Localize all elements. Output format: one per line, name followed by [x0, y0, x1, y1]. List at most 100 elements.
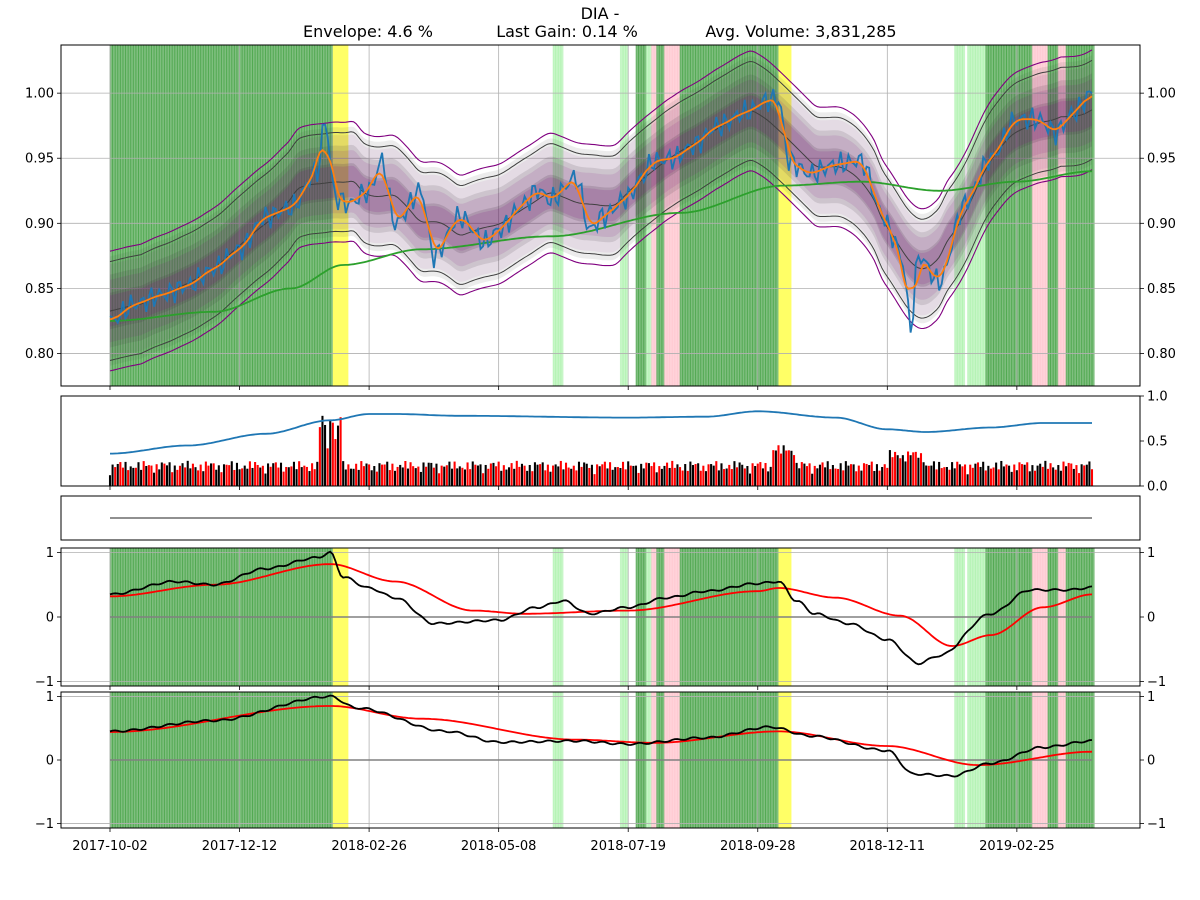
volume-bar: [655, 472, 658, 486]
volume-bar: [1046, 468, 1049, 486]
volume-bar: [907, 451, 910, 486]
volume-bar: [821, 462, 824, 486]
volume-bar: [961, 466, 964, 486]
volume-bar: [158, 469, 161, 486]
volume-bar: [746, 466, 749, 486]
volume-bar: [114, 467, 117, 486]
volume-bar: [360, 461, 363, 486]
volume-bar: [777, 445, 780, 486]
volume-bar: [528, 464, 531, 486]
volume-bar: [246, 468, 249, 486]
volume-bar: [497, 461, 500, 486]
volume-bar: [681, 470, 684, 486]
volume-bar: [412, 466, 415, 486]
volume-bar: [743, 468, 746, 486]
volume-bar: [186, 460, 189, 486]
volume-bar: [943, 467, 946, 486]
volume-bar: [1059, 470, 1062, 486]
volume-bar: [787, 450, 790, 486]
volume-bar: [619, 468, 622, 486]
volume-bar: [1013, 464, 1016, 486]
volume-bar: [888, 450, 891, 486]
volume-bar: [606, 468, 609, 486]
volume-bar: [401, 467, 404, 486]
volume-bar: [598, 466, 601, 486]
volume-bar: [1008, 465, 1011, 486]
volume-bar: [818, 464, 821, 486]
y-tick-label: −1: [1147, 675, 1166, 690]
volume-bar: [756, 463, 759, 486]
volume-bar: [267, 463, 270, 486]
volume-bar: [764, 462, 767, 486]
price-line: [109, 88, 1093, 333]
volume-bar: [577, 461, 581, 486]
volume-bar: [875, 464, 878, 486]
volume-bar: [686, 470, 689, 486]
volume-bar: [780, 453, 783, 486]
volume-bar: [1026, 462, 1029, 486]
volume-bar: [153, 472, 156, 486]
volume-bar: [202, 471, 205, 486]
x-tick-label: 2017-10-02: [72, 839, 148, 854]
volume-bar: [445, 465, 448, 486]
volume-bar: [220, 472, 223, 486]
volume-bar: [129, 466, 132, 486]
oscillator-panel-2: −1 −1 0 0 1 1: [35, 690, 1166, 832]
volume-bar: [925, 465, 928, 486]
y-tick-label: 0: [46, 611, 54, 626]
signal-span-sell: [1032, 45, 1048, 386]
volume-bar: [326, 448, 329, 486]
volume-bar: [108, 475, 112, 486]
volume-bar: [816, 468, 819, 486]
oscillator-line: [109, 550, 1093, 666]
volume-bar: [684, 464, 687, 486]
volume-bar: [1072, 468, 1075, 486]
volume-bar: [432, 467, 435, 486]
signal-span-sell: [664, 45, 681, 386]
volume-bar: [707, 464, 710, 486]
lower-band-line: [109, 158, 1093, 361]
y-tick-label: 1.00: [25, 87, 54, 102]
volume-bar: [406, 468, 410, 486]
y-tick-label: 0: [1147, 754, 1155, 769]
volume-bar: [1023, 464, 1026, 486]
volume-bar: [1057, 465, 1060, 486]
volume-bar: [798, 468, 801, 486]
volume-bar: [513, 468, 516, 486]
volume-bar: [951, 462, 954, 486]
volume-bar: [956, 461, 959, 486]
volume-bar: [1067, 462, 1070, 486]
volume-bar: [901, 455, 904, 486]
y-tick-label: −1: [1147, 817, 1166, 832]
volume-bar: [476, 465, 479, 486]
volume-bar: [248, 461, 251, 486]
axes-frame: [60, 44, 1141, 387]
volume-bar: [971, 467, 974, 486]
volume-bar: [150, 465, 153, 486]
volume-bar: [717, 470, 720, 486]
volume-bar: [492, 462, 495, 486]
volume-bar: [264, 473, 267, 486]
volume-bar: [251, 467, 254, 486]
volume-bar: [728, 464, 731, 486]
volume-bar: [339, 417, 342, 486]
volume-bar: [456, 468, 459, 486]
volume-bar: [572, 465, 575, 486]
y-tick-label: 0.90: [1147, 217, 1176, 232]
volume-bar: [176, 469, 179, 486]
axes-frame: [60, 495, 1141, 541]
volume-bar: [940, 468, 943, 486]
volume-bar: [761, 468, 764, 486]
y-tick-label: 0.0: [1147, 480, 1168, 495]
volume-bar: [393, 470, 397, 486]
volume-bar: [873, 470, 876, 486]
volume-bar: [285, 466, 288, 486]
last-gain-text: Last Gain: 0.14 %: [496, 22, 638, 41]
volume-bar: [536, 464, 539, 486]
y-tick-label: 0.5: [1147, 435, 1168, 450]
volume-bar: [645, 462, 648, 486]
volume-bar: [448, 461, 451, 486]
volume-bar: [427, 462, 430, 486]
volume-bar: [922, 462, 925, 486]
volume-bar: [145, 465, 148, 486]
